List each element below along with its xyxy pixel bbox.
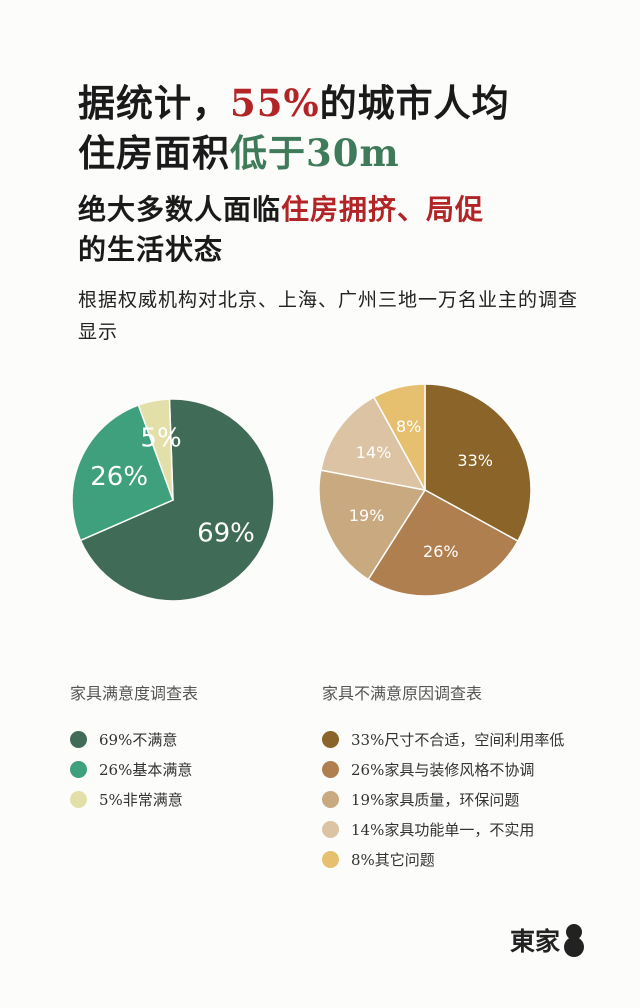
satisfaction-slice-2 bbox=[137, 398, 174, 501]
pie-charts: 69% 26% 5% 33% 26% 19% 14%8% bbox=[71, 383, 532, 602]
headline-line1-prefix: 据统计， bbox=[78, 81, 230, 125]
satisfaction-slice-label-1: 26% bbox=[90, 462, 148, 492]
headline-line2-prefix: 住房面积 bbox=[78, 131, 230, 175]
satisfaction-legend-list: 69%不满意 26%基本满意 5%非常满意 bbox=[70, 724, 198, 814]
legend-swatch bbox=[322, 850, 339, 868]
reason-pie: 33% 26% 19% 14%8% bbox=[318, 383, 532, 597]
satisfaction-slice-0 bbox=[79, 398, 275, 602]
legend-swatch bbox=[322, 790, 339, 808]
reason-slice-label-1: 26% bbox=[423, 542, 459, 561]
reason-slice-0 bbox=[424, 383, 532, 543]
headline-area-highlight: 低于30m bbox=[230, 131, 400, 175]
reason-slice-label-2: 19% bbox=[349, 506, 385, 525]
legend-swatch bbox=[322, 760, 339, 778]
reason-slice-4 bbox=[372, 383, 426, 491]
legend-label: 5%非常满意 bbox=[99, 790, 183, 809]
reason-slice-1 bbox=[367, 489, 519, 597]
reason-legend-item: 26%家具与装修风格不协调 bbox=[322, 754, 564, 784]
headline-percent-highlight: 55% bbox=[230, 81, 320, 125]
legend-swatch bbox=[322, 730, 339, 748]
satisfaction-slice-label-2: 5% bbox=[140, 424, 181, 454]
subheadline: 绝大多数人面临住房拥挤、局促 的生活状态 bbox=[78, 190, 484, 270]
satisfaction-legend-title: 家具满意度调查表 bbox=[70, 684, 199, 703]
satisfaction-legend-item: 69%不满意 bbox=[70, 724, 198, 754]
reason-legend-item: 33%尺寸不合适，空间利用率低 bbox=[322, 724, 564, 754]
reason-legend-item: 14%家具功能单一，不实用 bbox=[322, 814, 564, 844]
satisfaction-legend: 家具满意度调查表 69%不满意 26%基本满意 5%非常满意 bbox=[70, 680, 198, 814]
satisfaction-legend-item: 5%非常满意 bbox=[70, 784, 198, 814]
legend-swatch bbox=[70, 730, 87, 748]
headline-line1-suffix: 的城市人均 bbox=[319, 81, 510, 125]
subheadline-prefix: 绝大多数人面临 bbox=[78, 193, 282, 226]
satisfaction-slice-1 bbox=[71, 404, 174, 542]
reason-slice-label-0: 33% bbox=[457, 451, 493, 470]
legend-label: 33%尺寸不合适，空间利用率低 bbox=[351, 730, 565, 749]
brand-logo-text: 東家 bbox=[510, 927, 561, 956]
legend-label: 19%家具质量，环保问题 bbox=[351, 790, 520, 809]
dissatisfaction-reasons-legend: 家具不满意原因调查表 33%尺寸不合适，空间利用率低 26%家具与装修风格不协调 1… bbox=[322, 680, 564, 874]
satisfaction-pie: 69% 26% 5% bbox=[71, 398, 275, 602]
legend-label: 14%家具功能单一，不实用 bbox=[351, 820, 535, 839]
survey-description: 根据权威机构对北京、上海、广州三地一万名业主的调查显示 bbox=[78, 289, 579, 343]
reason-slice-label-4: 8% bbox=[396, 417, 421, 436]
legend-label: 26%家具与装修风格不协调 bbox=[351, 760, 535, 779]
reason-slice-2 bbox=[318, 469, 427, 581]
legend-swatch bbox=[70, 790, 87, 808]
subheadline-line2: 的生活状态 bbox=[78, 233, 224, 266]
figure-eight-icon bbox=[564, 924, 585, 957]
satisfaction-slice-label-0: 69% bbox=[197, 518, 255, 548]
reason-legend-item: 8%其它问题 bbox=[322, 844, 564, 874]
reason-slice-label-3: 14% bbox=[356, 443, 392, 462]
reason-legend-item: 19%家具质量，环保问题 bbox=[322, 784, 564, 814]
legend-label: 8%其它问题 bbox=[351, 850, 435, 869]
legend-label: 26%基本满意 bbox=[99, 760, 193, 779]
dissatisfaction-legend-list: 33%尺寸不合适，空间利用率低 26%家具与装修风格不协调 19%家具质量，环保问题… bbox=[322, 724, 564, 874]
headline: 据统计，55%的城市人均 住房面积低于30m bbox=[78, 78, 510, 178]
dissatisfaction-legend-title: 家具不满意原因调查表 bbox=[322, 684, 483, 703]
satisfaction-legend-item: 26%基本满意 bbox=[70, 754, 198, 784]
legend-swatch bbox=[70, 760, 87, 778]
legend-label: 69%不满意 bbox=[99, 730, 178, 749]
brand-logo: 東家 bbox=[510, 922, 585, 958]
subheadline-highlight: 住房拥挤、局促 bbox=[281, 193, 485, 226]
legend-swatch bbox=[322, 820, 339, 838]
reason-slice-3 bbox=[320, 396, 427, 492]
